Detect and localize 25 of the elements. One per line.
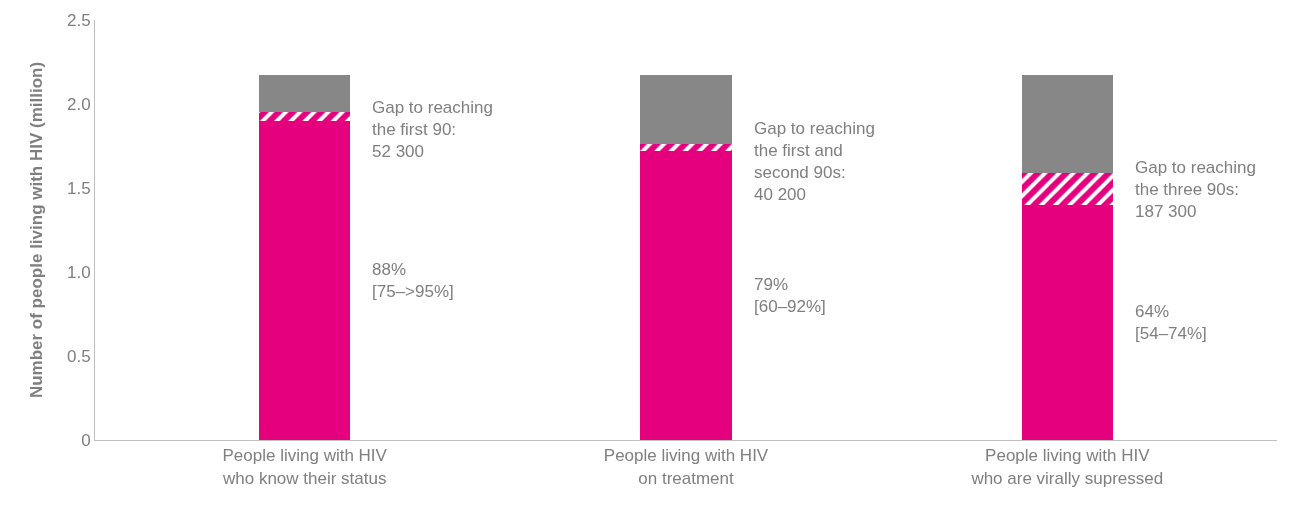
y-tick-label: 0.5 — [66, 346, 91, 366]
x-tick-label: People living with HIV on treatment — [603, 446, 769, 488]
x-tick-label: People living with HIV who know their status — [221, 446, 388, 488]
bar — [640, 144, 732, 152]
bar — [1021, 172, 1114, 205]
bar — [258, 120, 351, 440]
y-tick-label: 2.0 — [66, 94, 91, 114]
annotation: Gap to reaching the first 90: 52 300 — [372, 98, 493, 162]
bar — [1021, 204, 1114, 440]
bar — [1021, 75, 1114, 173]
y-tick-label: 1.0 — [66, 262, 91, 282]
bar — [258, 112, 351, 121]
y-tick-label: 1.5 — [66, 178, 91, 198]
bar — [640, 151, 732, 440]
x-tick-label: People living with HIV who are virally supressed — [970, 446, 1164, 488]
bar — [640, 75, 732, 145]
annotation: 64% [54–74%] — [1135, 302, 1207, 344]
y-tick-label: 2.5 — [66, 10, 91, 30]
annotation: 79% [60–92%] — [754, 275, 826, 317]
y-axis-title: Number of people living with HIV (million) — [26, 61, 46, 399]
annotation: 88% [75–>95%] — [372, 260, 454, 302]
annotation: Gap to reaching the first and second 90s: 40 200 — [754, 119, 875, 205]
bar — [258, 75, 351, 113]
annotation: Gap to reaching the three 90s: 187 300 — [1135, 158, 1256, 222]
y-tick-label: 0 — [81, 430, 91, 450]
